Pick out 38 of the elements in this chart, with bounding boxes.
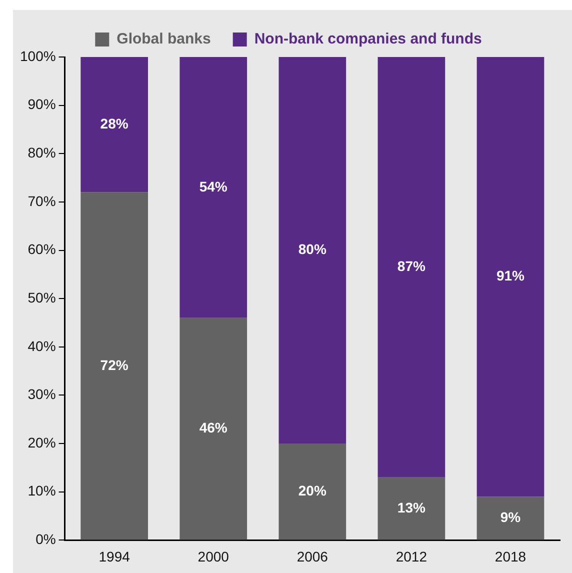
bar xyxy=(80,192,148,540)
data-label: 9% xyxy=(500,509,522,526)
y-tick-label: 70% xyxy=(28,192,56,209)
y-tick-label: 80% xyxy=(28,144,56,160)
y-tick-label: 30% xyxy=(28,386,56,402)
data-label: 20% xyxy=(298,482,327,498)
x-tick-label: 1994 xyxy=(98,548,130,564)
x-tick-label: 2006 xyxy=(296,548,328,564)
bar xyxy=(180,318,248,540)
x-tick-label: 2000 xyxy=(198,548,230,564)
bar xyxy=(476,57,544,497)
bar xyxy=(378,57,446,478)
y-tick-label: 50% xyxy=(28,289,56,306)
data-label: 13% xyxy=(397,499,426,516)
bar xyxy=(278,57,346,444)
x-tick-label: 2012 xyxy=(396,548,428,564)
y-tick-label: 10% xyxy=(28,482,56,499)
y-tick-label: 100% xyxy=(20,48,56,64)
data-label: 91% xyxy=(496,268,526,284)
legend-label: Non-bank companies and funds xyxy=(254,30,482,48)
bar xyxy=(278,444,346,540)
bar xyxy=(180,57,248,318)
y-tick-label: 0% xyxy=(36,531,56,548)
y-tick-label: 60% xyxy=(28,241,56,258)
data-label: 28% xyxy=(100,116,129,132)
data-label: 72% xyxy=(100,356,129,373)
data-label: 54% xyxy=(199,178,228,194)
x-tick-label: 2018 xyxy=(494,548,526,564)
bar xyxy=(378,477,446,540)
y-tick-label: 40% xyxy=(28,338,56,354)
data-label: 46% xyxy=(199,420,228,436)
y-tick-label: 20% xyxy=(28,434,56,450)
legend-label: Global banks xyxy=(116,30,211,48)
bar xyxy=(80,57,148,192)
bar xyxy=(476,496,544,540)
data-label: 87% xyxy=(397,258,426,274)
y-tick-label: 90% xyxy=(28,96,56,112)
data-label: 80% xyxy=(298,241,327,258)
